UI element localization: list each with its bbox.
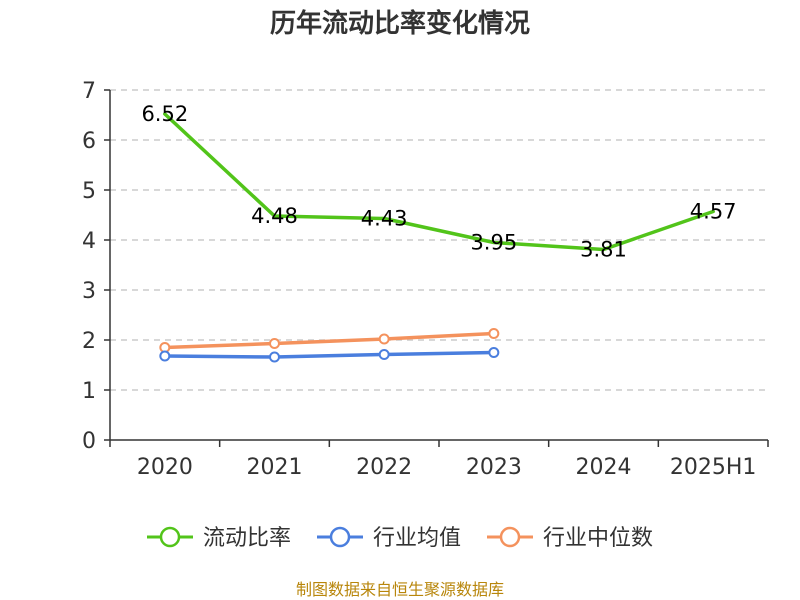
y-tick-label: 0 xyxy=(82,429,96,454)
x-tick-label: 2022 xyxy=(356,455,412,480)
data-label: 6.52 xyxy=(141,102,188,126)
legend-label: 行业中位数 xyxy=(543,526,653,551)
legend: 流动比率 行业均值 行业中位数 xyxy=(147,526,653,551)
data-point xyxy=(488,347,500,358)
chart-title: 历年流动比率变化情况 xyxy=(270,8,530,39)
data-point xyxy=(488,328,500,339)
x-tick-label: 2024 xyxy=(576,455,632,480)
axis-layer: 0 1 2 3 4 5 6 7 2020 2021 2022 2023 2024 2025H1 xyxy=(82,79,769,480)
source-note: 制图数据来自恒生聚源数据库 xyxy=(296,580,504,599)
y-tick-label: 4 xyxy=(82,229,96,254)
data-point xyxy=(269,338,280,349)
legend-item[interactable]: 流动比率 xyxy=(147,526,291,551)
y-tick-label: 5 xyxy=(82,179,96,204)
y-tick-label: 6 xyxy=(82,129,96,154)
legend-circle-icon xyxy=(329,526,351,548)
data-label: 4.57 xyxy=(690,200,737,224)
data-point xyxy=(378,349,390,360)
legend-circle-icon xyxy=(499,526,521,548)
x-tick-label: 2023 xyxy=(466,455,522,480)
series-line xyxy=(163,331,496,350)
x-tick-label: 2021 xyxy=(247,455,303,480)
legend-circle-icon xyxy=(159,526,181,548)
series-layer xyxy=(159,112,715,363)
data-point xyxy=(159,350,171,362)
legend-label: 流动比率 xyxy=(203,526,291,551)
series-line xyxy=(163,112,715,252)
data-point xyxy=(269,351,280,363)
legend-item[interactable]: 行业均值 xyxy=(317,526,461,551)
x-tick-label: 2025H1 xyxy=(670,455,757,480)
y-tick-label: 1 xyxy=(82,379,96,404)
data-label: 4.43 xyxy=(361,207,408,231)
data-label: 3.81 xyxy=(580,238,627,262)
series-line xyxy=(163,350,496,359)
y-tick-label: 7 xyxy=(82,79,96,104)
data-point xyxy=(378,333,390,345)
y-tick-label: 2 xyxy=(82,329,96,354)
legend-item[interactable]: 行业中位数 xyxy=(487,526,653,551)
y-tick-label: 3 xyxy=(82,279,96,304)
legend-label: 行业均值 xyxy=(373,526,461,551)
data-label: 4.48 xyxy=(251,204,298,228)
x-tick-label: 2020 xyxy=(137,455,193,480)
label-layer: 6.52 4.48 4.43 3.95 3.81 4.57 xyxy=(141,102,736,262)
data-label: 3.95 xyxy=(470,231,517,255)
